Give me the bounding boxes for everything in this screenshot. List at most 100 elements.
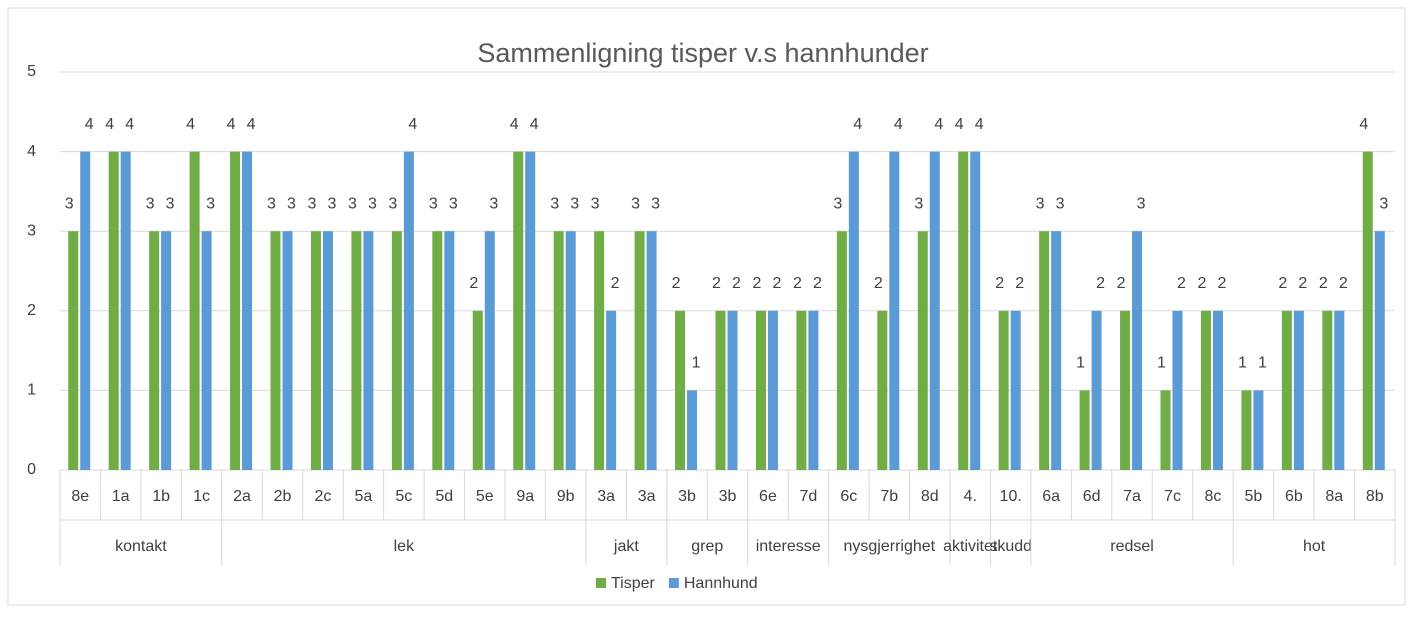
group-label: skudd [989,538,1032,555]
data-label: 3 [166,195,175,212]
data-label: 4 [853,116,862,133]
bar [363,231,374,470]
bar [149,231,160,470]
bar [1374,231,1385,470]
x-tick-label: 7a [1123,488,1141,505]
bar [525,151,536,470]
group-label: kontakt [115,538,167,555]
x-tick-label: 8b [1366,488,1384,505]
data-label: 1 [1258,355,1267,372]
bar [472,310,483,470]
legend-label: Hannhund [684,575,758,592]
x-tick-label: 7d [800,488,818,505]
data-label: 3 [348,195,357,212]
bar [848,151,859,470]
data-label: 3 [631,195,640,212]
data-label: 4 [1359,116,1368,133]
x-tick-label: 7c [1164,488,1181,505]
bar [1212,310,1223,470]
y-tick-label: 4 [27,143,36,160]
x-tick-label: 10. [1000,488,1022,505]
bar [646,231,657,470]
bar [242,151,253,470]
data-label: 2 [995,275,1004,292]
data-label: 3 [570,195,579,212]
data-label: 2 [469,275,478,292]
group-label: interesse [756,538,821,555]
bar [403,151,414,470]
x-tick-label: 6a [1042,488,1060,505]
data-label: 2 [1339,275,1348,292]
data-label: 3 [65,195,74,212]
x-tick-label: 8a [1325,488,1343,505]
x-tick-label: 8c [1205,488,1222,505]
bar [1241,390,1252,470]
x-tick-label: 9b [557,488,575,505]
data-label: 4 [934,116,943,133]
data-label: 1 [1076,355,1085,372]
data-label: 4 [186,116,195,133]
data-label: 2 [753,275,762,292]
data-label: 3 [429,195,438,212]
legend-swatch [668,578,679,588]
data-label: 2 [1218,275,1227,292]
bar [877,310,888,470]
data-label: 1 [1157,355,1166,372]
bar [161,231,172,470]
bar [594,231,605,470]
bar [1091,310,1102,470]
x-tick-label: 3a [597,488,615,505]
bar [796,310,807,470]
group-label: jakt [613,538,639,555]
bar [1172,310,1183,470]
data-label: 2 [712,275,721,292]
x-tick-label: 9a [516,488,534,505]
data-label: 3 [1379,195,1388,212]
data-label: 3 [591,195,600,212]
bar [970,151,981,470]
bar [1079,390,1090,470]
bar [1010,310,1021,470]
bar [675,310,686,470]
x-tick-label: 6d [1083,488,1101,505]
data-label: 3 [1036,195,1045,212]
bar [1322,310,1333,470]
data-label: 3 [914,195,923,212]
bar [1051,231,1062,470]
bar [108,151,119,470]
bar [1293,310,1304,470]
group-label: nysgjerrighet [844,538,936,555]
data-label: 2 [874,275,883,292]
bar [1281,310,1292,470]
y-tick-label: 0 [27,461,36,478]
y-tick-label: 5 [27,63,36,80]
bar [201,231,212,470]
bar [484,231,495,470]
data-label: 3 [267,195,276,212]
x-tick-label: 5a [355,488,373,505]
data-label: 4 [85,116,94,133]
bar [565,231,576,470]
x-tick-label: 6b [1285,488,1303,505]
data-label: 3 [489,195,498,212]
bar [270,231,281,470]
bar [1200,310,1211,470]
y-tick-label: 3 [27,222,36,239]
data-label: 4 [530,116,539,133]
bar [998,310,1009,470]
data-label: 3 [328,195,337,212]
data-label: 2 [1298,275,1307,292]
bar [1160,390,1171,470]
bar [929,151,940,470]
bar [755,310,766,470]
bar [687,390,698,470]
x-tick-label: 3b [719,488,737,505]
data-label: 2 [1198,275,1207,292]
data-label: 2 [1278,275,1287,292]
x-tick-label: 4. [964,488,977,505]
x-tick-label: 2a [233,488,251,505]
bar [606,310,617,470]
data-label: 1 [1238,355,1247,372]
y-tick-label: 2 [27,302,36,319]
x-tick-label: 1c [193,488,210,505]
